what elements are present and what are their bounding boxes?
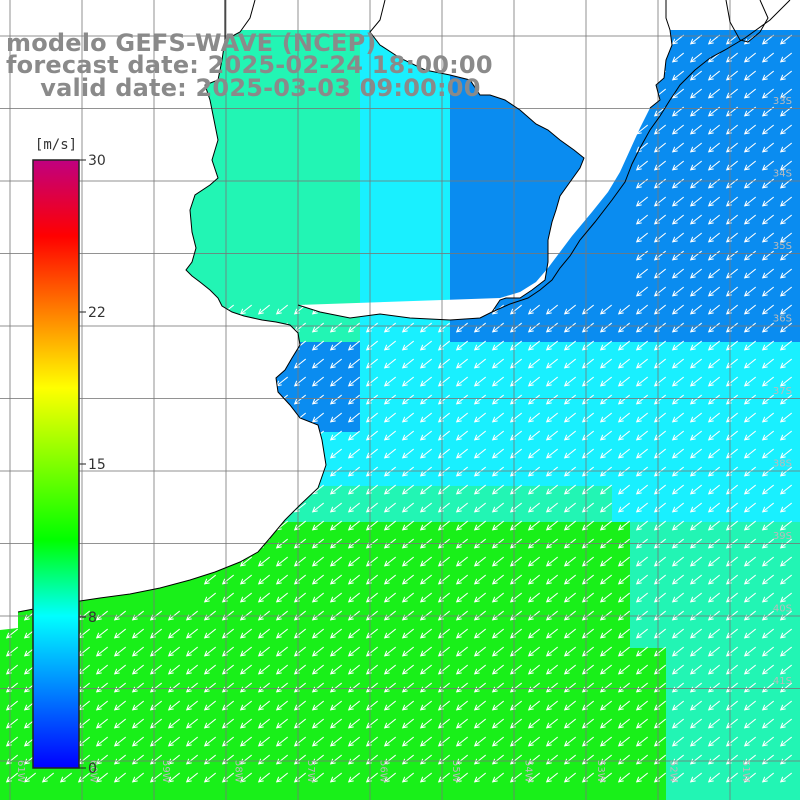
lon-label: 59W xyxy=(160,760,171,783)
lat-label: 38S xyxy=(773,459,792,470)
lon-label: 57W xyxy=(305,760,316,783)
lon-label: 51W xyxy=(740,760,751,783)
title-forecast-date: forecast date: 2025-02-24 18:00:00 xyxy=(6,51,493,79)
lon-label: 58W xyxy=(233,760,244,783)
lat-label: 35S xyxy=(773,241,792,252)
title-valid-date: valid date: 2025-03-03 09:00:00 xyxy=(6,74,481,102)
lat-label: 41S xyxy=(773,676,792,687)
lat-label: 36S xyxy=(773,314,792,325)
lat-label: 39S xyxy=(773,531,792,542)
lon-label: 60W xyxy=(88,760,99,783)
lon-label: 61W xyxy=(15,760,26,783)
lon-label: 55W xyxy=(450,760,461,783)
lat-label: 40S xyxy=(773,604,792,615)
lon-label: 53W xyxy=(595,760,606,783)
title-model: modelo GEFS-WAVE (NCEP) xyxy=(6,29,377,57)
lon-label: 54W xyxy=(523,760,534,783)
coastline xyxy=(17,0,791,613)
grid-labels: 33S 34S 35S 36S 37S 38S 39S 40S 41S 61W 60W 59W 58W 5… xyxy=(15,96,792,783)
lat-label: 33S xyxy=(773,96,792,107)
lon-label: 56W xyxy=(378,760,389,783)
lat-label: 37S xyxy=(773,386,792,397)
lat-label: 34S xyxy=(773,169,792,180)
lon-label: 52W xyxy=(668,760,679,783)
